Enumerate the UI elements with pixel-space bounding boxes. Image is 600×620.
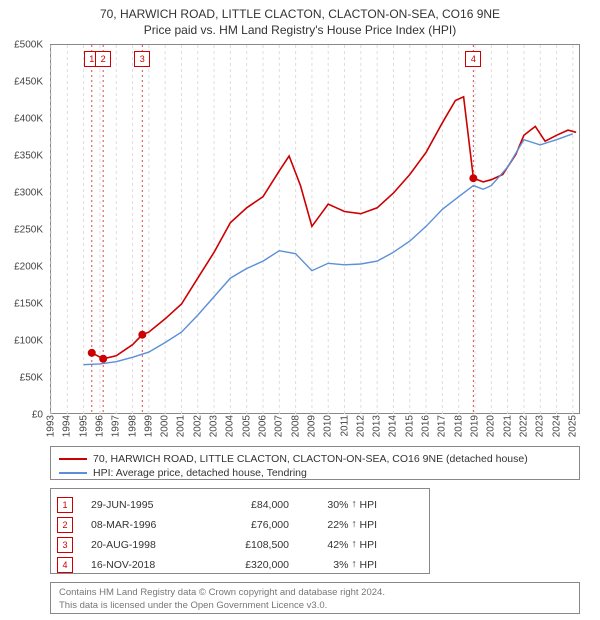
x-tick-label: 2013 <box>372 415 383 437</box>
x-tick-label: 2018 <box>453 415 464 437</box>
row-price: £76,000 <box>209 519 289 531</box>
x-tick-label: 2025 <box>567 415 578 437</box>
table-row: 1 29-JUN-1995 £84,000 30% ↑ HPI <box>57 497 423 513</box>
legend-label: 70, HARWICH ROAD, LITTLE CLACTON, CLACTO… <box>93 453 528 465</box>
row-marker: 2 <box>57 517 73 533</box>
x-tick-label: 2021 <box>502 415 513 437</box>
row-pct: 3% ↑ HPI <box>307 559 377 571</box>
y-axis-ticks: £0£50K£100K£150K£200K£250K£300K£350K£400… <box>1 45 47 413</box>
chart-title: 70, HARWICH ROAD, LITTLE CLACTON, CLACTO… <box>0 0 600 38</box>
event-markers: 1234 <box>51 45 579 413</box>
x-tick-label: 2020 <box>486 415 497 437</box>
event-marker: 2 <box>95 51 111 67</box>
x-tick-label: 1998 <box>127 415 138 437</box>
x-tick-label: 2019 <box>470 415 481 437</box>
y-tick-label: £400K <box>14 114 43 125</box>
y-tick-label: £250K <box>14 225 43 236</box>
footer-line-1: Contains HM Land Registry data © Crown c… <box>59 587 571 600</box>
legend-swatch <box>59 472 87 474</box>
y-tick-label: £200K <box>14 262 43 273</box>
y-tick-label: £300K <box>14 188 43 199</box>
legend-item: HPI: Average price, detached house, Tend… <box>59 467 571 479</box>
x-tick-label: 2009 <box>306 415 317 437</box>
sales-table: 1 29-JUN-1995 £84,000 30% ↑ HPI 2 08-MAR-1996… <box>50 488 430 574</box>
table-row: 4 16-NOV-2018 £320,000 3% ↑ HPI <box>57 557 423 573</box>
row-date: 08-MAR-1996 <box>91 519 191 531</box>
y-tick-label: £150K <box>14 299 43 310</box>
legend: 70, HARWICH ROAD, LITTLE CLACTON, CLACTO… <box>50 446 580 480</box>
x-tick-label: 2010 <box>323 415 334 437</box>
x-tick-label: 2001 <box>176 415 187 437</box>
x-tick-label: 1993 <box>46 415 57 437</box>
x-tick-label: 2022 <box>518 415 529 437</box>
x-tick-label: 2023 <box>535 415 546 437</box>
row-price: £84,000 <box>209 499 289 511</box>
price-chart: £0£50K£100K£150K£200K£250K£300K£350K£400… <box>50 44 580 414</box>
x-tick-label: 2005 <box>241 415 252 437</box>
row-pct: 30% ↑ HPI <box>307 499 377 511</box>
table-row: 3 20-AUG-1998 £108,500 42% ↑ HPI <box>57 537 423 553</box>
attribution-footer: Contains HM Land Registry data © Crown c… <box>50 582 580 614</box>
row-marker: 1 <box>57 497 73 513</box>
x-tick-label: 2000 <box>160 415 171 437</box>
legend-label: HPI: Average price, detached house, Tend… <box>93 467 307 479</box>
footer-line-2: This data is licensed under the Open Gov… <box>59 600 571 613</box>
event-marker: 4 <box>465 51 481 67</box>
x-tick-label: 2004 <box>225 415 236 437</box>
legend-swatch <box>59 458 87 460</box>
x-tick-label: 2024 <box>551 415 562 437</box>
x-tick-label: 2016 <box>421 415 432 437</box>
row-price: £108,500 <box>209 539 289 551</box>
x-tick-label: 2017 <box>437 415 448 437</box>
x-tick-label: 1999 <box>143 415 154 437</box>
event-marker: 3 <box>134 51 150 67</box>
row-pct: 22% ↑ HPI <box>307 519 377 531</box>
y-tick-label: £0 <box>32 410 43 421</box>
row-marker: 4 <box>57 557 73 573</box>
x-tick-label: 2011 <box>339 415 350 437</box>
row-price: £320,000 <box>209 559 289 571</box>
x-tick-label: 1995 <box>78 415 89 437</box>
x-tick-label: 1996 <box>94 415 105 437</box>
y-tick-label: £350K <box>14 151 43 162</box>
x-tick-label: 2006 <box>258 415 269 437</box>
y-tick-label: £100K <box>14 336 43 347</box>
y-tick-label: £50K <box>20 373 43 384</box>
x-tick-label: 2014 <box>388 415 399 437</box>
table-row: 2 08-MAR-1996 £76,000 22% ↑ HPI <box>57 517 423 533</box>
row-date: 20-AUG-1998 <box>91 539 191 551</box>
title-line-2: Price paid vs. HM Land Registry's House … <box>0 22 600 38</box>
x-tick-label: 1997 <box>111 415 122 437</box>
row-pct: 42% ↑ HPI <box>307 539 377 551</box>
x-tick-label: 2007 <box>274 415 285 437</box>
y-tick-label: £450K <box>14 77 43 88</box>
legend-item: 70, HARWICH ROAD, LITTLE CLACTON, CLACTO… <box>59 453 571 465</box>
x-tick-label: 2002 <box>192 415 203 437</box>
row-date: 16-NOV-2018 <box>91 559 191 571</box>
title-line-1: 70, HARWICH ROAD, LITTLE CLACTON, CLACTO… <box>0 6 600 22</box>
x-tick-label: 2003 <box>209 415 220 437</box>
x-tick-label: 1994 <box>62 415 73 437</box>
row-date: 29-JUN-1995 <box>91 499 191 511</box>
row-marker: 3 <box>57 537 73 553</box>
x-tick-label: 2015 <box>404 415 415 437</box>
y-tick-label: £500K <box>14 40 43 51</box>
x-tick-label: 2012 <box>355 415 366 437</box>
x-axis-ticks: 1993199419951996199719981999200020012002… <box>51 413 579 447</box>
page: 70, HARWICH ROAD, LITTLE CLACTON, CLACTO… <box>0 0 600 620</box>
x-tick-label: 2008 <box>290 415 301 437</box>
